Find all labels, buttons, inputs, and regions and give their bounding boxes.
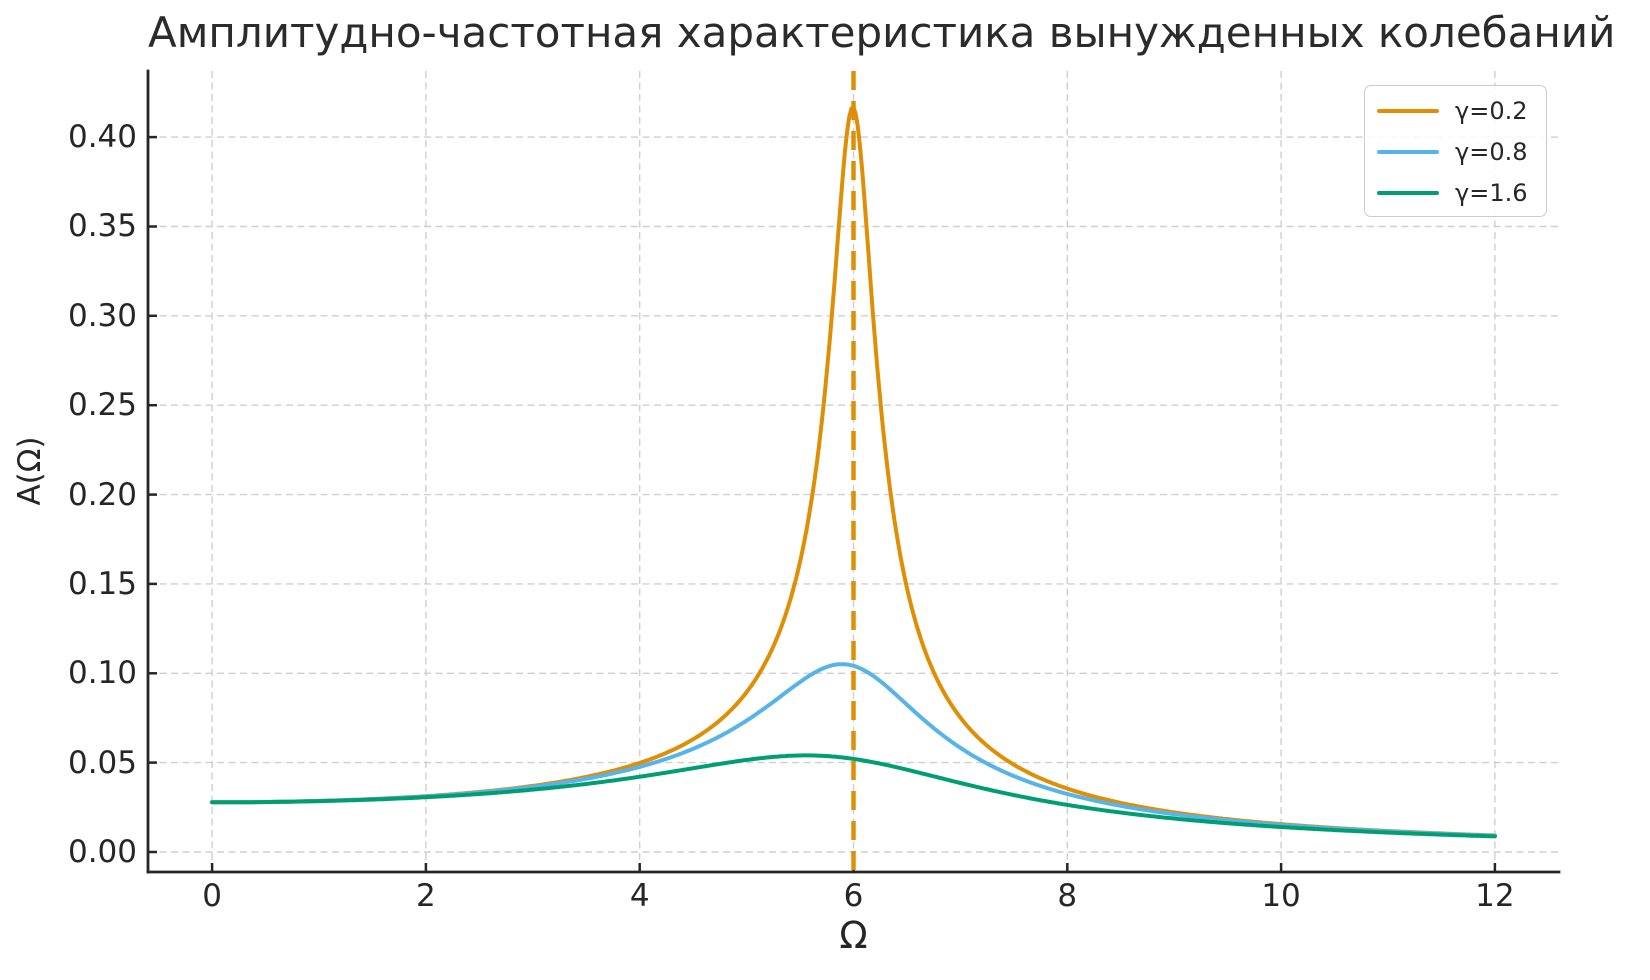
tick-marks xyxy=(148,135,1497,872)
y-tick-label: 0.35 xyxy=(67,208,137,245)
y-tick-label: 0.15 xyxy=(67,565,137,602)
legend-line-sample xyxy=(1377,149,1439,154)
y-tick-label: 0.30 xyxy=(67,297,137,334)
y-tick-label: 0.20 xyxy=(67,476,137,513)
y-tick-label: 0.05 xyxy=(67,744,137,781)
legend-line-sample xyxy=(1377,190,1439,195)
legend-item-label: γ=0.8 xyxy=(1455,137,1528,166)
x-axis-label: Ω xyxy=(839,914,868,957)
legend-item-label: γ=1.6 xyxy=(1455,178,1528,207)
x-tick-label: 12 xyxy=(1475,878,1515,914)
y-tick-label: 0.25 xyxy=(67,387,137,424)
chart-title: Амплитудно-частотная характеристика выну… xyxy=(148,8,1616,57)
x-tick-label: 6 xyxy=(843,878,864,914)
legend-item: γ=1.6 xyxy=(1377,172,1546,213)
series-line-3 xyxy=(210,753,1497,839)
legend-item: γ=0.2 xyxy=(1377,90,1546,131)
x-tick-label: 0 xyxy=(202,878,222,914)
legend-line-sample xyxy=(1377,108,1439,113)
y-tick-label: 0.00 xyxy=(67,833,137,870)
x-tick-label: 4 xyxy=(629,878,650,914)
legend-item: γ=0.8 xyxy=(1377,131,1546,172)
legend: γ=0.2 γ=0.8 γ=1.6 xyxy=(1364,85,1547,217)
y-tick-label: 0.10 xyxy=(67,655,137,692)
legend-item-label: γ=0.2 xyxy=(1455,96,1528,125)
x-tick-label: 2 xyxy=(416,878,436,914)
y-tick-label: 0.40 xyxy=(67,119,137,156)
x-tick-label: 10 xyxy=(1261,878,1301,914)
x-tick-label: 8 xyxy=(1057,878,1078,914)
